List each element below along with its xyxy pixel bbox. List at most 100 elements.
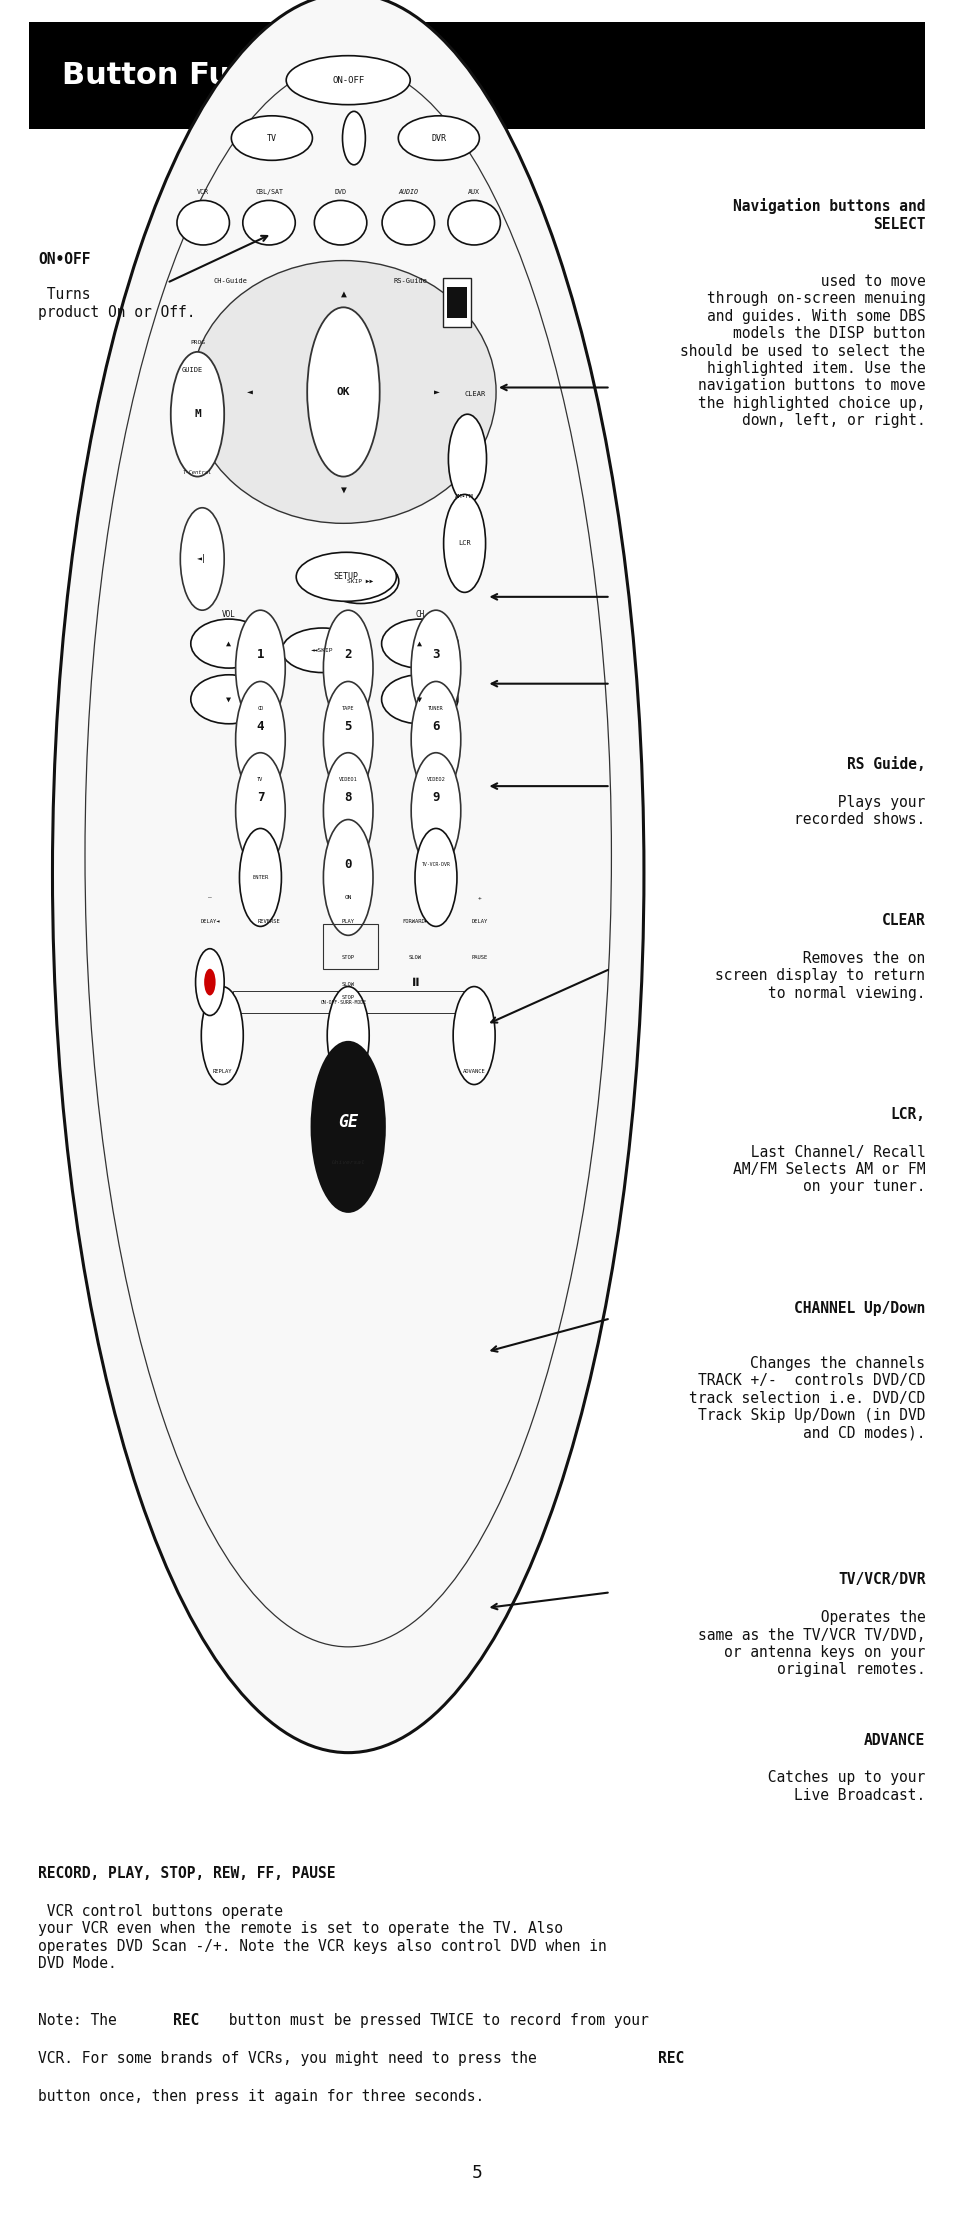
Text: ▼: ▼	[226, 695, 232, 704]
Text: RS-Guide: RS-Guide	[393, 278, 427, 283]
Ellipse shape	[397, 116, 478, 160]
Text: ▲: ▲	[226, 639, 232, 648]
Text: Navigation buttons and
SELECT: Navigation buttons and SELECT	[732, 198, 924, 232]
Text: 8: 8	[344, 791, 352, 804]
Circle shape	[235, 610, 285, 726]
Circle shape	[171, 352, 224, 477]
Ellipse shape	[314, 200, 366, 245]
Circle shape	[411, 681, 460, 797]
Circle shape	[204, 969, 215, 995]
Text: SLOW: SLOW	[408, 955, 421, 960]
Text: 3: 3	[432, 648, 439, 661]
Text: TV/VCR/DVR: TV/VCR/DVR	[837, 1572, 924, 1588]
Circle shape	[411, 610, 460, 726]
Text: ON·OFF·SURR·MODE: ON·OFF·SURR·MODE	[320, 1000, 366, 1004]
Circle shape	[443, 494, 485, 592]
Circle shape	[323, 610, 373, 726]
Ellipse shape	[231, 116, 312, 160]
Ellipse shape	[322, 559, 398, 604]
Text: REVERSE: REVERSE	[257, 920, 280, 924]
Circle shape	[448, 414, 486, 503]
Text: Removes the on
screen display to return
to normal viewing.: Removes the on screen display to return …	[715, 951, 924, 1000]
Text: GUIDE: GUIDE	[182, 367, 203, 372]
Text: DELAY: DELAY	[471, 920, 488, 924]
Text: FORWARD►: FORWARD►	[401, 920, 428, 924]
Circle shape	[323, 753, 373, 869]
Text: —: —	[208, 895, 212, 900]
Text: ►: ►	[434, 387, 439, 396]
Text: ▼: ▼	[416, 695, 422, 704]
Text: ▲: ▲	[416, 639, 422, 648]
Text: VCR. For some brands of VCRs, you might need to press the: VCR. For some brands of VCRs, you might …	[38, 2051, 545, 2067]
Text: Universal: Universal	[331, 1160, 365, 1165]
Circle shape	[327, 987, 369, 1085]
Ellipse shape	[381, 200, 435, 245]
Text: 2: 2	[344, 648, 352, 661]
Circle shape	[195, 949, 224, 1016]
Circle shape	[323, 681, 373, 797]
Text: 5: 5	[471, 2165, 482, 2182]
FancyBboxPatch shape	[447, 287, 466, 318]
Text: AUX: AUX	[468, 189, 479, 194]
Ellipse shape	[381, 675, 457, 724]
Ellipse shape	[447, 200, 499, 245]
Text: ◄◄SKIP: ◄◄SKIP	[311, 648, 334, 653]
Text: M: M	[193, 410, 201, 419]
Text: VIDEO1: VIDEO1	[338, 777, 357, 782]
Text: +: +	[477, 895, 481, 900]
Text: Turns
product On or Off.: Turns product On or Off.	[38, 287, 195, 321]
Text: 6: 6	[432, 719, 439, 733]
Text: Plays your
recorded shows.: Plays your recorded shows.	[793, 795, 924, 828]
Text: AUDIO: AUDIO	[398, 189, 417, 194]
Text: LCR: LCR	[457, 541, 471, 546]
Text: used to move
through on-screen menuing
and guides. With some DBS
models the DISP: used to move through on-screen menuing a…	[679, 274, 924, 428]
Text: ◄: ◄	[247, 387, 253, 396]
Circle shape	[411, 753, 460, 869]
Ellipse shape	[381, 619, 457, 668]
Circle shape	[307, 307, 379, 477]
Circle shape	[239, 828, 281, 926]
Text: 5: 5	[344, 719, 352, 733]
Text: PLAY: PLAY	[341, 920, 355, 924]
Text: VOL: VOL	[222, 610, 235, 619]
Text: REC: REC	[658, 2051, 684, 2067]
Text: Operates the
same as the TV/VCR TV/DVD,
or antenna keys on your
original remotes: Operates the same as the TV/VCR TV/DVD, …	[698, 1610, 924, 1677]
Text: PROG: PROG	[190, 341, 205, 345]
Text: SKIP ▶▶: SKIP ▶▶	[347, 579, 374, 583]
Text: ENTER: ENTER	[252, 875, 269, 880]
Text: T-Central: T-Central	[183, 470, 212, 474]
Text: ON-OFF: ON-OFF	[332, 76, 364, 85]
Text: 7: 7	[256, 791, 264, 804]
Text: RECORD, PLAY, STOP, REW, FF, PAUSE: RECORD, PLAY, STOP, REW, FF, PAUSE	[38, 1866, 335, 1882]
Circle shape	[201, 987, 243, 1085]
Ellipse shape	[286, 56, 410, 105]
Circle shape	[323, 820, 373, 935]
Ellipse shape	[191, 261, 496, 523]
Text: 0: 0	[344, 857, 352, 871]
Text: ▲: ▲	[340, 290, 346, 298]
Text: REPLAY: REPLAY	[213, 1069, 232, 1073]
Text: TUNER: TUNER	[428, 706, 443, 710]
Text: DVD: DVD	[335, 189, 346, 194]
Text: Last Channel/ Recall
AM/FM Selects AM or FM
on your tuner.: Last Channel/ Recall AM/FM Selects AM or…	[732, 1145, 924, 1194]
Text: REC: REC	[172, 2013, 199, 2029]
Circle shape	[180, 508, 224, 610]
Ellipse shape	[295, 552, 396, 601]
Text: ON: ON	[344, 895, 352, 900]
Ellipse shape	[191, 619, 267, 668]
Text: PAUSE: PAUSE	[471, 955, 488, 960]
Text: ▼PAGE▲: ▼PAGE▲	[338, 1069, 357, 1073]
Text: CHANNEL Up/Down: CHANNEL Up/Down	[793, 1301, 924, 1316]
Text: ◄|: ◄|	[197, 555, 207, 563]
Text: TAPE: TAPE	[341, 706, 355, 710]
Text: CBL/SAT: CBL/SAT	[254, 189, 283, 194]
Ellipse shape	[177, 200, 229, 245]
Text: ON•OFF: ON•OFF	[38, 252, 91, 267]
Text: CLEAR: CLEAR	[464, 392, 485, 396]
Text: ADVANCE: ADVANCE	[863, 1733, 924, 1748]
Text: OK: OK	[336, 387, 350, 396]
Text: CD: CD	[257, 706, 263, 710]
FancyBboxPatch shape	[442, 278, 471, 327]
Text: SLOW: SLOW	[341, 982, 355, 987]
Text: button once, then press it again for three seconds.: button once, then press it again for thr…	[38, 2089, 484, 2105]
